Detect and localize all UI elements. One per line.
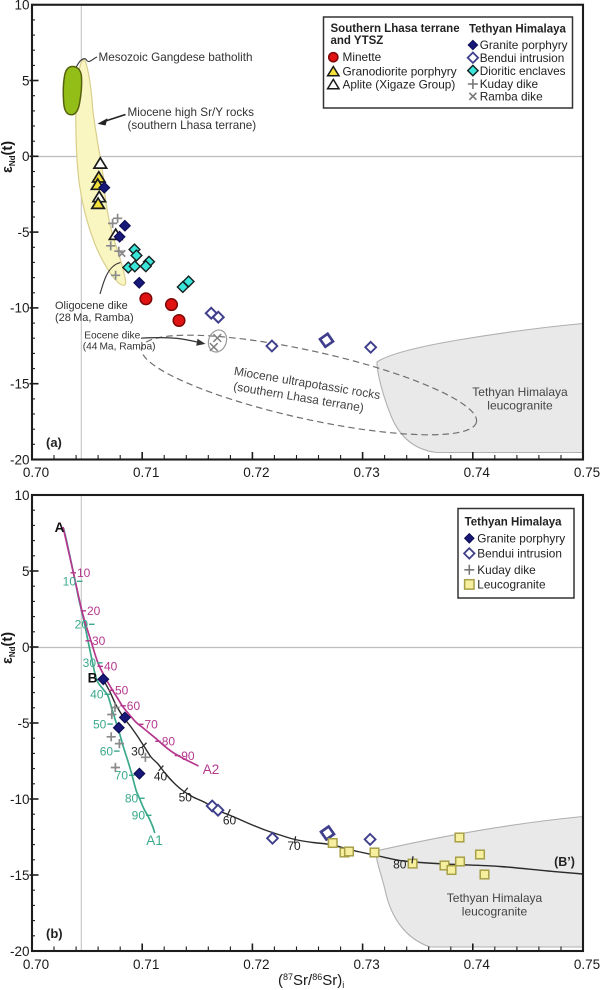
svg-text:-15: -15 (10, 377, 30, 392)
svg-text:0.74: 0.74 (464, 957, 491, 972)
svg-text:0.70: 0.70 (23, 957, 49, 972)
svg-text:60: 60 (100, 744, 114, 758)
svg-text:10: 10 (63, 575, 77, 589)
svg-text:90: 90 (132, 809, 146, 823)
svg-text:70: 70 (145, 718, 159, 732)
svg-text:0.70: 0.70 (23, 465, 49, 480)
svg-text:(87Sr/86Sr)i: (87Sr/86Sr)i (278, 972, 344, 990)
svg-text:-10: -10 (10, 301, 30, 316)
svg-text:-5: -5 (17, 225, 29, 240)
svg-text:(southern Lhasa terrane): (southern Lhasa terrane) (128, 119, 257, 132)
svg-text:90: 90 (181, 749, 195, 763)
svg-text:Bendui intrusion: Bendui intrusion (480, 51, 565, 65)
svg-text:Eocene dike: Eocene dike (84, 331, 140, 342)
svg-text:Bendui intrusion: Bendui intrusion (477, 547, 562, 561)
svg-text:leucogranite: leucogranite (462, 905, 528, 919)
svg-text:0.71: 0.71 (133, 465, 159, 480)
svg-text:80: 80 (125, 792, 139, 806)
svg-text:Miocene high Sr/Y rocks: Miocene high Sr/Y rocks (128, 106, 255, 119)
svg-text:A1: A1 (146, 833, 163, 848)
svg-text:A: A (55, 520, 65, 535)
svg-text:-10: -10 (10, 792, 30, 807)
svg-text:0.72: 0.72 (243, 465, 269, 480)
svg-text:Granodiorite porphyry: Granodiorite porphyry (343, 64, 457, 78)
svg-text:0: 0 (22, 640, 30, 655)
svg-text:-5: -5 (17, 716, 29, 731)
svg-text:40: 40 (90, 688, 104, 702)
svg-text:Mesozoic Gangdese batholith: Mesozoic Gangdese batholith (99, 51, 253, 64)
svg-text:Tethyan Himalaya: Tethyan Himalaya (447, 891, 543, 905)
svg-text:Granite porphyry: Granite porphyry (477, 532, 565, 546)
svg-text:(a): (a) (46, 435, 62, 450)
svg-text:20: 20 (75, 618, 89, 632)
svg-text:0.73: 0.73 (353, 465, 379, 480)
svg-text:Ramba dike: Ramba dike (480, 90, 543, 104)
svg-text:Aplite (Xigaze Group): Aplite (Xigaze Group) (343, 77, 456, 91)
svg-text:80: 80 (162, 735, 176, 749)
svg-text:B: B (88, 671, 98, 686)
svg-text:Granite porphyry: Granite porphyry (480, 38, 568, 52)
svg-text:10: 10 (77, 566, 91, 580)
svg-text:(44 Ma, Ramba): (44 Ma, Ramba) (83, 342, 156, 353)
svg-text:Oligocene dike: Oligocene dike (55, 300, 128, 312)
svg-text:-20: -20 (10, 452, 30, 467)
svg-text:and YTSZ: and YTSZ (331, 35, 384, 47)
svg-text:-15: -15 (10, 868, 30, 883)
svg-text:5: 5 (22, 73, 30, 88)
svg-text:20: 20 (87, 604, 101, 618)
svg-text:50: 50 (93, 717, 107, 731)
svg-text:40: 40 (154, 770, 168, 784)
svg-text:0.74: 0.74 (464, 465, 491, 480)
svg-text:(28 Ma, Ramba): (28 Ma, Ramba) (55, 312, 134, 324)
svg-text:60: 60 (223, 814, 237, 828)
svg-text:εNd(t): εNd(t) (0, 632, 17, 664)
svg-text:40: 40 (104, 660, 118, 674)
svg-text:0.71: 0.71 (133, 957, 159, 972)
svg-text:Tethyan Himalaya: Tethyan Himalaya (469, 24, 567, 36)
svg-text:5: 5 (22, 564, 30, 579)
svg-text:Southern Lhasa terrane: Southern Lhasa terrane (331, 23, 460, 35)
svg-text:10: 10 (14, 0, 29, 13)
svg-text:10: 10 (14, 488, 29, 503)
svg-text:70: 70 (115, 769, 129, 783)
svg-text:Kuday dike: Kuday dike (480, 77, 539, 91)
svg-text:-20: -20 (10, 944, 30, 959)
svg-text:Dioritic enclaves: Dioritic enclaves (480, 64, 566, 78)
svg-text:(b): (b) (46, 926, 63, 941)
svg-text:Kuday dike: Kuday dike (477, 563, 536, 577)
svg-text:50: 50 (179, 791, 193, 805)
svg-text:70: 70 (287, 839, 301, 853)
svg-text:0.73: 0.73 (353, 957, 379, 972)
svg-text:30: 30 (131, 745, 145, 759)
svg-text:Tethyan Himalaya: Tethyan Himalaya (472, 385, 568, 399)
svg-text:60: 60 (127, 699, 141, 713)
svg-text:30: 30 (92, 634, 106, 648)
svg-text:A2: A2 (203, 762, 220, 777)
svg-text:0.75: 0.75 (574, 465, 600, 480)
svg-text:Minette: Minette (343, 50, 382, 64)
svg-text:0.72: 0.72 (243, 957, 269, 972)
svg-text:leucogranite: leucogranite (487, 399, 553, 413)
svg-text:εNd(t): εNd(t) (0, 141, 17, 173)
svg-text:30: 30 (83, 656, 97, 670)
svg-text:50: 50 (115, 684, 129, 698)
svg-text:0.75: 0.75 (574, 957, 600, 972)
svg-text:80: 80 (393, 858, 407, 872)
svg-text:0: 0 (22, 149, 30, 164)
svg-text:Tethyan Himalaya: Tethyan Himalaya (465, 517, 563, 529)
svg-text:Leucogranite: Leucogranite (477, 578, 546, 592)
svg-text:(B’): (B’) (554, 855, 575, 869)
